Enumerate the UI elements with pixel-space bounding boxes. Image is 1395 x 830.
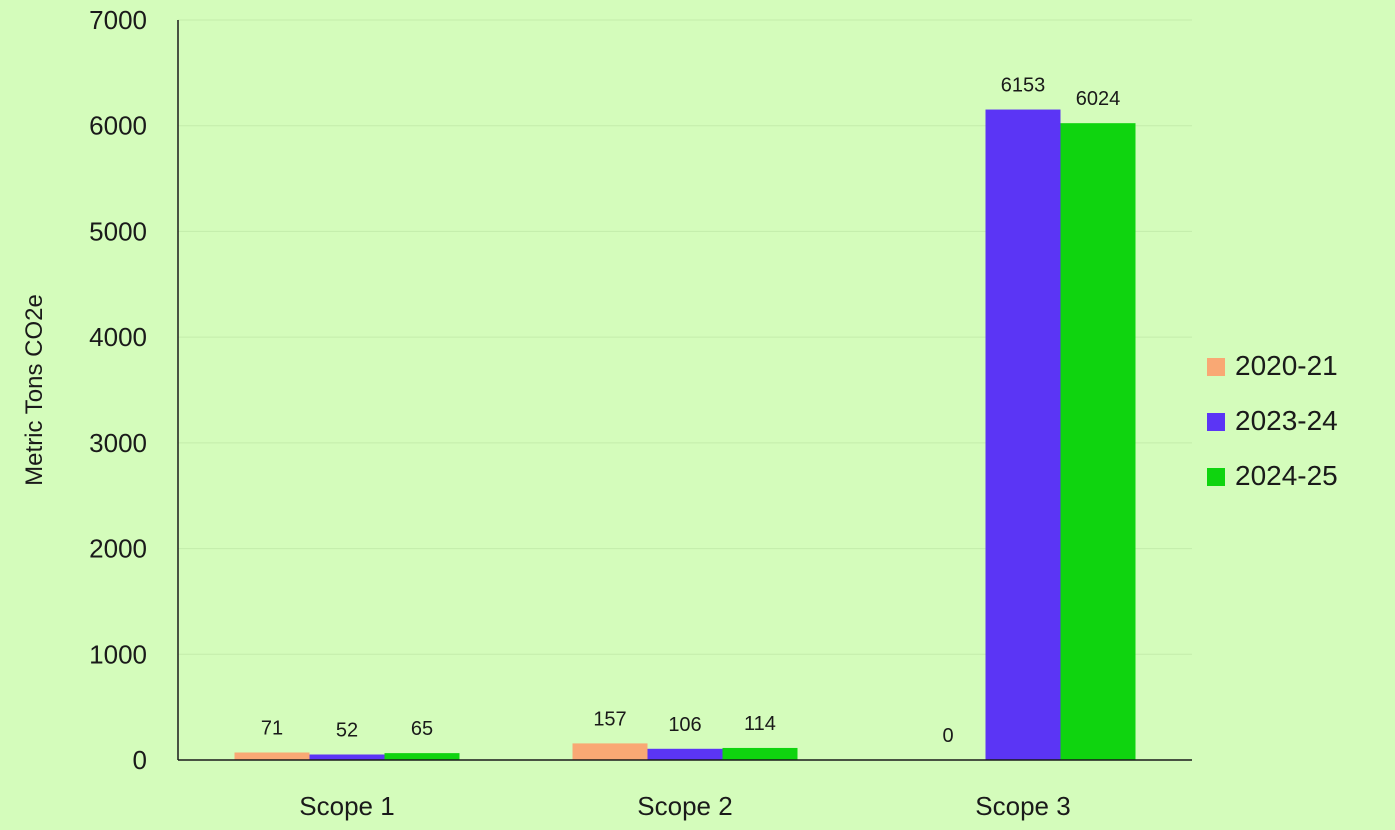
data-label: 157 [593, 708, 626, 730]
legend-item: 2023-24 [1207, 405, 1338, 436]
data-label: 0 [942, 725, 953, 747]
legend: 2020-21 2023-24 2024-25 [1207, 350, 1338, 491]
x-category-label: Scope 3 [975, 791, 1070, 821]
y-tick-label: 5000 [89, 216, 147, 246]
data-label: 114 [744, 713, 776, 735]
y-tick-label: 6000 [89, 111, 147, 141]
y-axis-title: Metric Tons CO2e [21, 294, 48, 486]
data-labels: 71 52 65 157 106 114 0 6153 6024 [261, 75, 1120, 747]
data-label: 71 [261, 717, 283, 739]
data-label: 52 [336, 720, 358, 742]
y-tick-label: 4000 [89, 322, 147, 352]
gridlines [178, 19, 1192, 655]
y-tick-label: 7000 [89, 5, 147, 35]
data-label: 6153 [1001, 75, 1046, 97]
legend-label: 2024-25 [1235, 460, 1338, 491]
axes [177, 20, 1192, 761]
legend-item: 2020-21 [1207, 350, 1338, 381]
bars [234, 109, 1136, 761]
bar-2020-21-scope-1 [234, 752, 310, 760]
data-label: 65 [411, 718, 433, 740]
x-category-labels: Scope 1 Scope 2 Scope 3 [299, 791, 1070, 821]
bar-2024-25-scope-3 [1060, 123, 1136, 761]
legend-item: 2024-25 [1207, 460, 1338, 491]
data-label: 106 [668, 714, 701, 736]
y-tick-label: 2000 [89, 534, 147, 564]
bar-2023-24-scope-1 [309, 754, 385, 760]
data-label: 6024 [1076, 88, 1121, 110]
y-tick-label: 3000 [89, 428, 147, 458]
bar-2024-25-scope-2 [722, 747, 798, 760]
y-tick-labels: 0 1000 2000 3000 4000 5000 6000 7000 [89, 5, 147, 775]
bar-2024-25-scope-1 [384, 753, 460, 760]
legend-swatch [1207, 358, 1225, 376]
legend-label: 2020-21 [1235, 350, 1338, 381]
legend-swatch [1207, 468, 1225, 486]
bar-2020-21-scope-2 [572, 743, 648, 760]
x-category-label: Scope 2 [637, 791, 732, 821]
y-tick-label: 0 [133, 745, 147, 775]
bar-2023-24-scope-2 [647, 748, 723, 760]
x-category-label: Scope 1 [299, 791, 394, 821]
legend-label: 2023-24 [1235, 405, 1338, 436]
y-tick-label: 1000 [89, 639, 147, 669]
bar-2023-24-scope-3 [985, 109, 1061, 761]
legend-swatch [1207, 413, 1225, 431]
